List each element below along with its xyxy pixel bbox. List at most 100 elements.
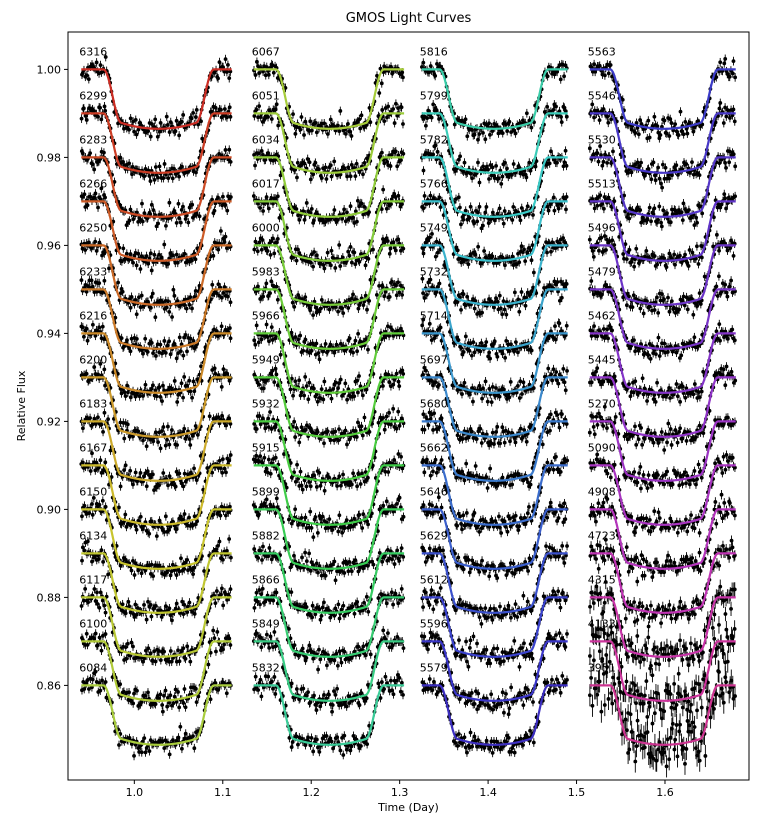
data-point — [129, 349, 133, 353]
data-point — [345, 211, 349, 215]
data-point — [303, 295, 307, 299]
data-point — [224, 148, 228, 152]
data-point — [101, 499, 105, 503]
data-point — [142, 657, 146, 661]
data-point — [209, 697, 213, 701]
data-point — [188, 601, 192, 605]
series-label: 6167 — [79, 441, 107, 454]
data-point — [104, 632, 108, 636]
data-point — [188, 660, 192, 664]
data-point — [154, 660, 158, 664]
data-point — [276, 124, 280, 128]
data-point — [360, 113, 364, 117]
data-point — [311, 172, 315, 176]
data-point — [117, 743, 121, 747]
data-point — [264, 281, 268, 285]
data-point — [304, 338, 308, 342]
data-point — [295, 259, 299, 263]
data-point — [80, 514, 84, 518]
data-point — [211, 254, 215, 258]
data-point — [130, 569, 134, 573]
data-point — [155, 534, 159, 538]
data-point — [229, 556, 233, 560]
data-point — [191, 572, 195, 576]
data-point — [224, 235, 228, 239]
data-point — [85, 118, 89, 122]
data-point — [182, 427, 186, 431]
data-point — [126, 600, 130, 604]
data-point — [188, 295, 192, 299]
data-point — [222, 643, 226, 647]
data-point — [156, 440, 160, 444]
data-point — [152, 253, 156, 257]
data-point — [346, 122, 350, 126]
data-point — [166, 123, 170, 127]
data-point — [309, 261, 313, 265]
data-point — [129, 306, 133, 310]
data-point — [190, 259, 194, 263]
data-point — [229, 195, 233, 199]
data-point — [147, 532, 151, 536]
data-point — [350, 134, 354, 138]
data-point — [177, 202, 181, 206]
data-point — [162, 650, 166, 654]
data-point — [297, 218, 301, 222]
data-point — [306, 157, 310, 161]
data-point — [103, 411, 107, 415]
data-point — [96, 643, 100, 647]
data-point — [180, 381, 184, 385]
data-point — [185, 350, 189, 354]
data-point — [270, 117, 274, 121]
data-point — [256, 285, 260, 289]
data-point — [221, 291, 225, 295]
data-point — [97, 281, 101, 285]
data-point — [174, 129, 178, 133]
data-point — [303, 162, 307, 166]
data-point — [184, 333, 188, 337]
data-point — [394, 149, 398, 153]
data-point — [173, 294, 177, 298]
data-point — [255, 108, 259, 112]
data-point — [161, 471, 165, 475]
data-point — [166, 176, 170, 180]
data-point — [355, 162, 359, 166]
data-point — [131, 217, 135, 221]
data-point — [152, 488, 156, 492]
data-point — [145, 254, 149, 258]
data-point — [310, 207, 314, 211]
data-point — [175, 400, 179, 404]
data-point — [363, 161, 367, 165]
data-point — [82, 549, 86, 553]
data-point — [298, 334, 302, 338]
data-point — [218, 514, 222, 518]
data-point — [97, 503, 101, 507]
series-label: 6084 — [79, 661, 107, 674]
data-point — [181, 396, 185, 400]
data-point — [221, 558, 225, 562]
data-point — [150, 615, 154, 619]
data-point — [158, 164, 162, 168]
data-point — [80, 604, 84, 608]
data-point — [132, 754, 136, 758]
data-point — [352, 251, 356, 255]
data-point — [391, 107, 395, 111]
data-point — [171, 288, 175, 292]
data-point — [135, 133, 139, 137]
data-point — [154, 354, 158, 358]
data-point — [227, 537, 231, 541]
data-point — [167, 606, 171, 610]
data-point — [90, 502, 94, 506]
data-point — [158, 385, 162, 389]
data-point — [308, 119, 312, 123]
data-point — [83, 587, 87, 591]
series-label: 6316 — [79, 45, 107, 58]
data-point — [295, 176, 299, 180]
data-point — [129, 116, 133, 120]
data-point — [133, 573, 137, 577]
data-point — [118, 682, 122, 686]
data-point — [165, 438, 169, 442]
data-point — [228, 105, 232, 109]
data-point — [342, 207, 346, 211]
series-label: 6051 — [252, 89, 280, 102]
data-point — [151, 439, 155, 443]
